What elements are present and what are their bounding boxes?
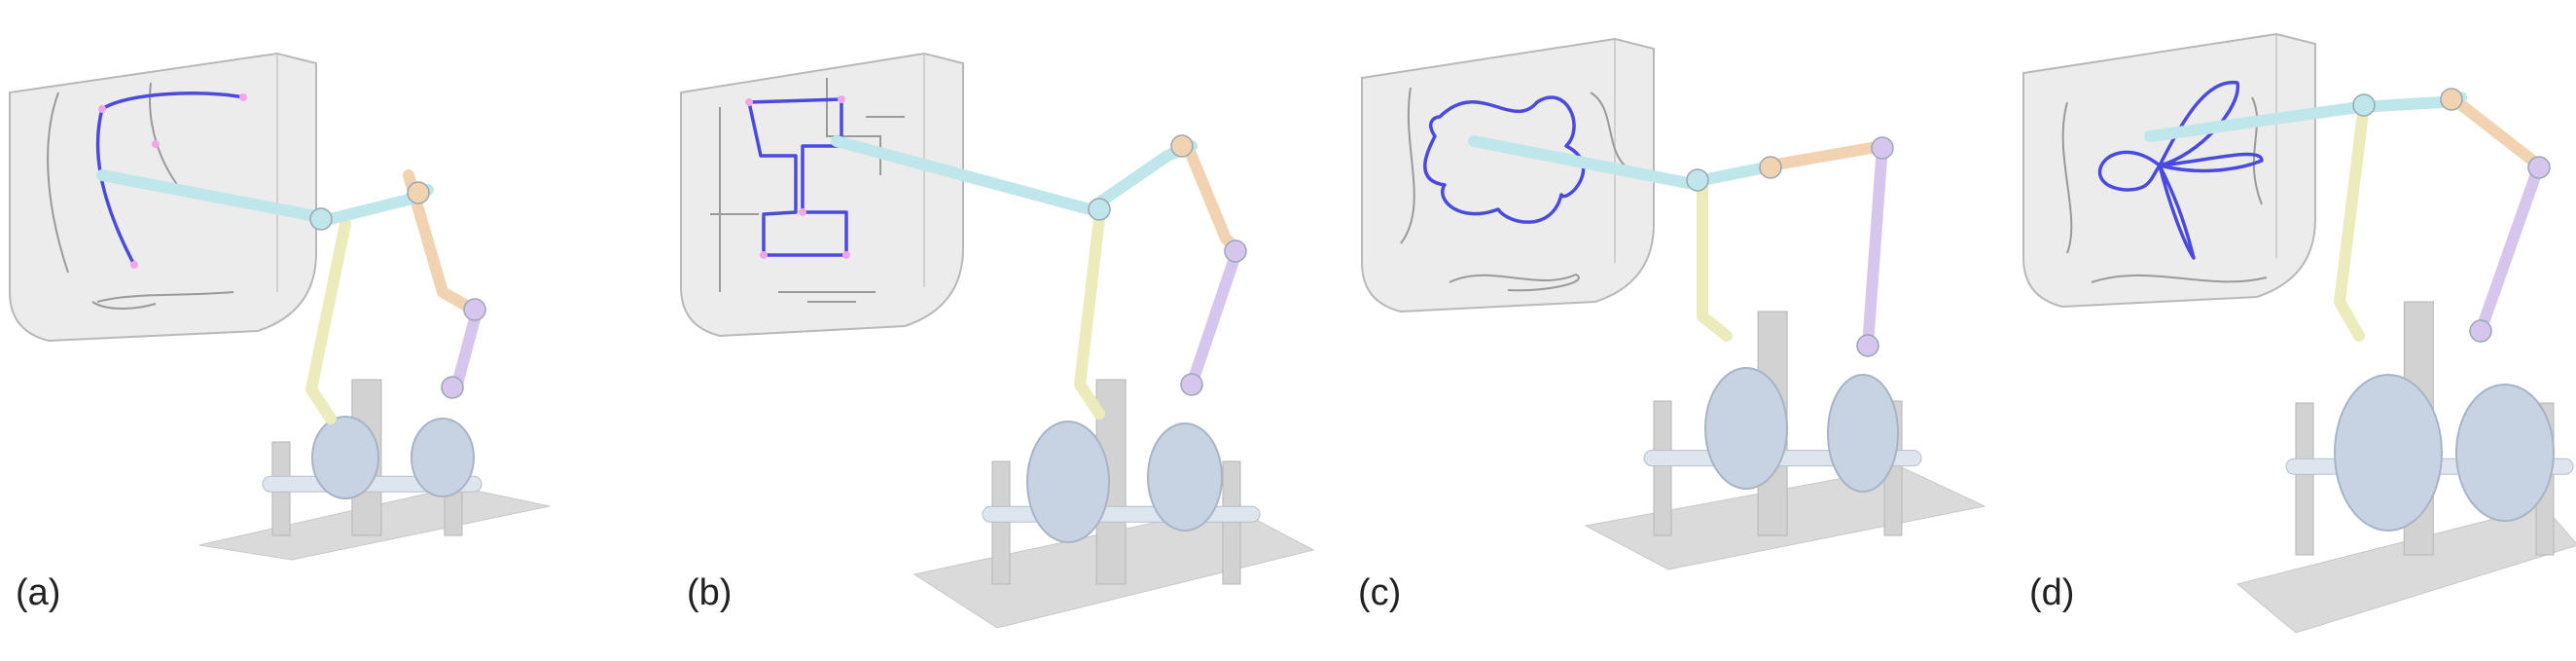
linkage-arm-yellow	[305, 218, 351, 424]
mechanism-illustration	[9, 52, 551, 561]
cam-disc	[1704, 367, 1788, 490]
cam-disc	[2334, 374, 2443, 532]
right-post	[1222, 460, 1241, 585]
curve-point	[98, 105, 106, 113]
linkage-arm-orange	[2446, 92, 2545, 171]
curve-point	[838, 95, 845, 103]
curve-projection	[2251, 96, 2263, 205]
linkage-arm-purple	[451, 306, 483, 390]
joint	[2469, 319, 2492, 343]
joint	[1759, 156, 1782, 179]
drawing-box	[9, 52, 317, 343]
joint	[1871, 136, 1894, 160]
panel-label: (d)	[2029, 572, 2075, 613]
linkage-arm-orange	[1765, 140, 1888, 171]
linkage-arm-purple	[2475, 160, 2545, 337]
cam-disc	[1026, 421, 1110, 543]
panel-label: (c)	[1358, 572, 1402, 613]
curve-point	[239, 93, 247, 101]
curve-projection	[1400, 87, 1415, 244]
curve-point	[152, 140, 160, 148]
drawing-box	[2022, 32, 2316, 309]
curve-point	[130, 261, 138, 269]
joint	[309, 207, 333, 231]
cam-disc	[1147, 422, 1223, 532]
panel-b: (b)	[671, 0, 1315, 661]
cam-disc	[311, 416, 379, 499]
joint	[1686, 168, 1709, 192]
joint	[441, 376, 464, 399]
panel-c: (c)	[1342, 0, 1986, 661]
linkage-arm-purple	[1862, 140, 1888, 351]
curve-projection	[778, 291, 876, 303]
joint	[1170, 134, 1194, 158]
linkage-arm-orange	[1181, 138, 1246, 259]
curve-point	[745, 98, 753, 106]
cam-disc	[1827, 374, 1899, 493]
panel-label: (b)	[687, 572, 733, 613]
panel-label: (a)	[16, 572, 61, 613]
mechanism-illustration	[1361, 37, 1986, 570]
linkage-arm-purple	[1186, 249, 1241, 390]
linkage-arm-yellow	[1697, 179, 1733, 342]
panel-d: (d)	[2014, 0, 2576, 661]
cam-disc	[2455, 384, 2555, 522]
traced-curve	[1423, 95, 1586, 224]
mechanism-illustration	[680, 52, 1315, 629]
mechanism-illustration	[2022, 32, 2576, 634]
curve-projection	[2061, 101, 2073, 254]
curve-projection	[91, 291, 234, 310]
joint	[407, 181, 430, 204]
curve-point	[842, 251, 850, 259]
curve-projection	[2091, 274, 2268, 283]
left-post	[991, 460, 1011, 585]
curve-point	[799, 208, 806, 216]
joint	[1856, 334, 1879, 357]
joint	[2352, 93, 2376, 117]
curve-point	[760, 251, 768, 259]
left-post	[1653, 400, 1672, 536]
curve-projection	[1590, 92, 1626, 166]
curve-projection	[1449, 273, 1580, 292]
drawing-box	[1361, 37, 1655, 313]
camshaft	[982, 505, 1261, 523]
cam-disc	[411, 418, 475, 497]
linkage-arm-yellow	[2334, 99, 2370, 342]
panel-a: (a)	[0, 0, 644, 661]
curve-projection	[47, 92, 69, 274]
base-plate	[2236, 505, 2576, 634]
drawing-box	[680, 52, 964, 338]
joint	[1180, 373, 1203, 396]
left-post	[2295, 402, 2314, 556]
joint	[1224, 239, 1247, 263]
linkage-arm-yellow	[1074, 213, 1105, 420]
joint	[463, 298, 486, 321]
curve-projection	[710, 107, 759, 292]
traced-curve	[2097, 80, 2264, 260]
joint	[1088, 198, 1111, 221]
joint	[2527, 156, 2551, 179]
joint	[2440, 88, 2463, 111]
